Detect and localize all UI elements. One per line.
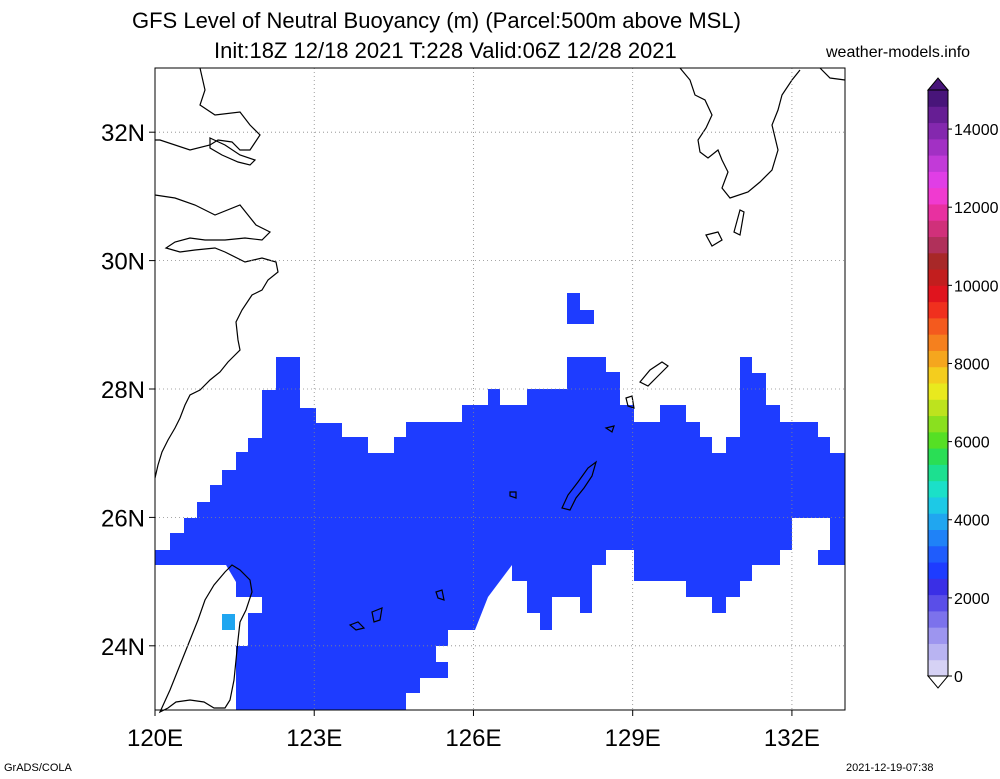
- map-title-line1: GFS Level of Neutral Buoyancy (m) (Parce…: [132, 8, 741, 33]
- colorbar-segment: [928, 513, 948, 530]
- island-amami: [639, 361, 669, 387]
- colorbar-label: 10000: [954, 278, 999, 295]
- colorbar-segment: [928, 464, 948, 482]
- colorbar-label: 0: [954, 669, 963, 686]
- colorbar-segment: [928, 366, 948, 384]
- colorbar-segment: [928, 236, 948, 254]
- colorbar-segment: [928, 106, 948, 124]
- footer-software: GrADS/COLA: [4, 762, 72, 774]
- colorbar-segment: [928, 350, 948, 368]
- colorbar-label: 6000: [954, 435, 990, 452]
- colorbar-segment: [928, 90, 948, 107]
- island-kume: [509, 491, 517, 499]
- colorbar-labels: 0 2000 4000 6000 8000 10000 12000 14000: [948, 122, 999, 686]
- lat-label: 30N: [101, 249, 145, 276]
- colorbar-segment: [928, 659, 948, 677]
- colorbar-max-arrow: [926, 77, 950, 91]
- colorbar-segment: [928, 643, 948, 661]
- colorbar-label: 8000: [954, 356, 990, 373]
- lat-label: 28N: [101, 377, 145, 404]
- lon-label: 129E: [605, 725, 661, 752]
- colorbar-segment: [928, 187, 948, 205]
- colorbar-segment: [928, 627, 948, 644]
- colorbar-label: 14000: [954, 122, 999, 139]
- coastline-kyushu: [679, 67, 801, 199]
- colorbar-segment: [928, 138, 948, 156]
- colorbar-segment: [928, 415, 948, 433]
- colorbar-segment: [928, 252, 948, 270]
- colorbar-segment: [928, 301, 948, 319]
- colorbar-segment: [928, 334, 948, 351]
- credit-label: weather-models.info: [826, 44, 971, 61]
- island-tokuno: [625, 395, 635, 409]
- coastline-taiwan: [158, 564, 253, 714]
- island-yakushima: [705, 231, 723, 247]
- lat-label: 32N: [101, 120, 145, 147]
- lat-label: 26N: [101, 505, 145, 532]
- colorbar-segment: [928, 155, 948, 172]
- colorbar-segment: [928, 480, 948, 498]
- graticule: [149, 68, 845, 716]
- buoyancy-fill-layer: [155, 293, 845, 710]
- colorbar-label: 12000: [954, 200, 999, 217]
- coastline-yangtze: [209, 137, 257, 166]
- island-miyako: [435, 589, 445, 601]
- buoyancy-region: [155, 357, 845, 710]
- colorbar-segment: [928, 578, 948, 596]
- colorbar-segment: [928, 203, 948, 221]
- colorbar-segment: [928, 269, 948, 286]
- colorbar-segment: [928, 220, 948, 237]
- lon-label: 123E: [286, 725, 342, 752]
- coastlines: [154, 67, 846, 714]
- lon-label: 120E: [127, 725, 183, 752]
- colorbar-segment: [928, 285, 948, 303]
- longitude-labels: 120E 123E 126E 129E 132E: [127, 725, 820, 752]
- colorbar-label: 2000: [954, 591, 990, 608]
- colorbar-frame: [927, 89, 949, 677]
- colorbar-segment: [928, 122, 948, 140]
- colorbar-segment: [928, 171, 948, 189]
- colorbar-segment: [928, 383, 948, 400]
- colorbar-segment: [928, 545, 948, 563]
- colorbar: [926, 77, 950, 689]
- island-okinawa: [561, 460, 598, 511]
- colorbar-segment: [928, 431, 948, 449]
- colorbar-min-arrow: [926, 675, 950, 689]
- colorbar-segment: [928, 399, 948, 417]
- colorbar-segment: [928, 594, 948, 612]
- coastline-shikoku: [819, 67, 846, 81]
- colorbar-segment: [928, 317, 948, 335]
- colorbar-segment: [928, 448, 948, 465]
- island-tanegashima: [733, 209, 745, 236]
- buoyancy-island-patch: [567, 293, 594, 324]
- coastline-china: [154, 67, 279, 479]
- buoyancy-small-patch: [222, 614, 235, 630]
- colorbar-segment: [928, 562, 948, 579]
- island-okinoerabu: [604, 425, 615, 433]
- lon-label: 132E: [764, 725, 820, 752]
- map-title-line2: Init:18Z 12/18 2021 T:228 Valid:06Z 12/2…: [214, 38, 677, 63]
- colorbar-segment: [928, 496, 948, 514]
- island-ishigaki: [348, 607, 383, 631]
- colorbar-segment: [928, 610, 948, 628]
- colorbar-label: 4000: [954, 513, 990, 530]
- latitude-labels: 24N 26N 28N 30N 32N: [101, 120, 145, 661]
- colorbar-segment: [928, 529, 948, 547]
- footer-timestamp: 2021-12-19-07:38: [846, 762, 934, 774]
- lon-label: 126E: [445, 725, 501, 752]
- map-frame: [154, 67, 846, 711]
- lat-label: 24N: [101, 634, 145, 661]
